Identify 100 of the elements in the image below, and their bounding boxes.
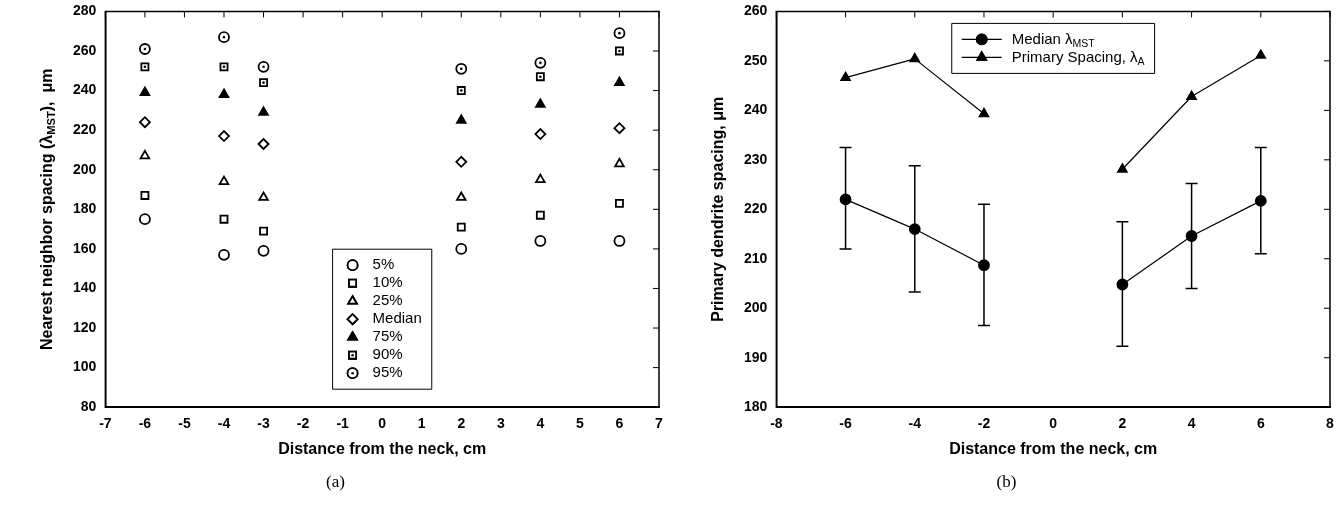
point — [139, 213, 151, 226]
y-tick-label: 250 — [744, 51, 768, 68]
y-tick-label: 260 — [744, 2, 768, 19]
point — [613, 27, 626, 40]
legend-label: 25% — [372, 291, 403, 309]
x-tick-label: 2 — [1118, 415, 1127, 432]
y-tick-label: 200 — [73, 160, 97, 177]
point — [139, 149, 151, 160]
x-tick-label: -2 — [296, 415, 310, 432]
x-tick-label: -6 — [138, 415, 152, 432]
point — [257, 138, 270, 150]
point — [534, 56, 547, 69]
point — [535, 72, 545, 82]
point — [1186, 90, 1197, 100]
x-tick-label: 4 — [1187, 415, 1196, 432]
point — [840, 71, 851, 82]
y-tick-label: 240 — [73, 81, 97, 98]
x-tick-label: 8 — [1326, 415, 1335, 432]
y-tick-label: 100 — [73, 358, 97, 375]
point — [259, 78, 268, 88]
point — [456, 191, 467, 201]
y-tick-label: 140 — [73, 279, 97, 296]
point — [456, 114, 467, 124]
y-tick-label: 220 — [73, 121, 97, 137]
point — [140, 191, 150, 200]
text: (b) — [995, 472, 1018, 492]
point — [219, 214, 229, 224]
x-axis-title: Distance from the neck, cm — [278, 439, 487, 457]
point — [218, 175, 230, 185]
legend-label: 5% — [372, 255, 395, 273]
x-tick-label: 6 — [1256, 415, 1265, 432]
point — [259, 226, 268, 236]
x-tick-label: -5 — [178, 415, 191, 432]
y-tick-label: 220 — [744, 200, 768, 217]
point — [615, 198, 624, 208]
point — [535, 173, 546, 184]
point — [257, 244, 270, 257]
point — [1185, 230, 1198, 242]
point — [218, 31, 230, 44]
x-tick-label: -6 — [839, 415, 852, 432]
x-tick-label: 1 — [417, 415, 426, 432]
x-tick-label: 2 — [457, 415, 466, 432]
x-tick-label: -4 — [908, 415, 922, 432]
y-tick-label: 120 — [73, 318, 97, 335]
x-tick-label: 7 — [655, 415, 664, 432]
point — [535, 210, 545, 220]
point — [455, 242, 468, 255]
point — [614, 157, 625, 168]
y-tick-label: 240 — [744, 101, 768, 118]
text: (a) — [325, 472, 346, 492]
x-tick-label: 6 — [615, 415, 624, 432]
x-tick-label: 4 — [536, 415, 545, 432]
x-tick-label: 0 — [378, 415, 387, 432]
point — [456, 222, 466, 232]
x-tick-label: -7 — [99, 415, 112, 432]
point — [218, 130, 230, 142]
x-tick-label: -3 — [257, 415, 270, 432]
y-tick-label: 80 — [80, 398, 97, 415]
point — [258, 191, 269, 201]
x-tick-label: 3 — [496, 415, 505, 432]
point — [534, 128, 547, 140]
point — [535, 98, 546, 108]
point — [218, 248, 230, 261]
point — [139, 86, 151, 96]
point — [218, 88, 230, 98]
y-tick-label: 230 — [744, 150, 768, 167]
point — [139, 43, 151, 55]
y-tick-label: 210 — [744, 249, 768, 266]
x-axis-title: Distance from the neck, cm — [949, 439, 1158, 457]
legend-label: 10% — [372, 273, 403, 291]
y-tick-label: 260 — [73, 41, 97, 58]
point — [978, 107, 990, 118]
point — [613, 235, 626, 247]
y-tick-label: 180 — [744, 398, 768, 415]
x-tick-label: 5 — [576, 415, 585, 432]
x-tick-label: -8 — [770, 415, 783, 432]
point — [258, 106, 269, 116]
point — [455, 155, 468, 168]
legend-label: 75% — [372, 327, 403, 345]
legend-label: 90% — [372, 345, 403, 363]
y-tick-label: 200 — [744, 299, 768, 316]
point — [139, 116, 151, 129]
x-tick-label: -2 — [977, 415, 991, 432]
point — [1117, 163, 1128, 173]
point — [257, 60, 270, 73]
y-tick-label: 280 — [73, 2, 97, 19]
legend-label: 95% — [372, 363, 403, 381]
x-tick-label: 0 — [1049, 415, 1058, 432]
point — [534, 235, 547, 247]
point — [1255, 49, 1267, 59]
point — [909, 53, 920, 63]
legend-label: Median — [372, 309, 422, 327]
y-tick-label: 160 — [73, 239, 97, 256]
y-tick-label: 190 — [744, 348, 768, 365]
y-tick-label: 180 — [73, 200, 97, 217]
x-tick-label: -1 — [336, 415, 350, 432]
point — [455, 62, 468, 75]
point — [613, 122, 626, 135]
y-axis-title: Primary dendrite spacing, μm — [708, 96, 726, 322]
x-tick-label: -4 — [217, 415, 231, 432]
